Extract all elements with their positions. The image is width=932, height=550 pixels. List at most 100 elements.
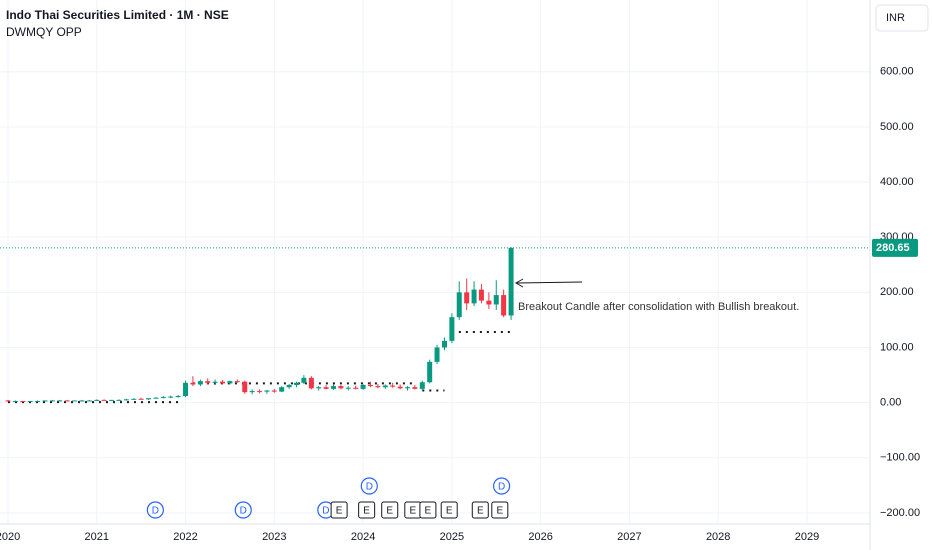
x-tick-label: 2024 [351,531,375,543]
candle-body [35,400,41,402]
dividend-marker [360,477,378,495]
candle-body [375,386,381,388]
currency-box[interactable] [875,4,929,32]
earnings-marker [471,501,489,519]
candle-body [42,400,48,402]
candle-body [427,361,433,383]
candle-body [146,398,152,400]
candle-body [286,385,292,388]
candle-body [49,400,55,402]
candle-body [220,381,226,384]
candle-body [456,292,462,318]
candle-body [131,398,137,400]
earnings-marker [381,501,399,519]
candle-body [345,387,351,389]
y-tick-label: −100.00 [880,452,920,464]
event-label: E [496,506,503,517]
candle-body [264,390,270,392]
candle-body [434,347,440,362]
candle-body [301,377,307,383]
candle-body [27,400,33,402]
candle-body [308,377,314,389]
candle-body [101,399,107,401]
candle-body [94,399,100,401]
last-price-box [872,238,918,257]
candle-body [412,387,418,389]
candle-body [109,399,115,401]
candle-body [12,400,18,402]
candle-body [493,295,499,305]
candle-body [86,400,92,402]
candle-body [271,390,277,392]
candle-body [160,397,166,399]
event-label: E [446,506,453,517]
event-label: E [386,506,393,517]
y-tick-label: 100.00 [880,341,914,353]
candle-body [227,381,233,384]
event-label: D [240,506,247,517]
y-tick-label: 200.00 [880,286,914,298]
x-tick-label: 2022 [173,531,197,543]
x-tick-label: 2027 [617,531,641,543]
candle-body [486,300,492,305]
candle-body [168,396,174,398]
event-label: E [363,506,370,517]
earnings-marker [491,501,509,519]
earnings-marker [330,501,348,519]
candle-body [323,387,329,389]
candle-body [175,396,181,398]
candle-body [404,387,410,389]
candle-body [5,400,11,402]
event-label: D [366,482,373,493]
candle-body [249,391,255,393]
event-label: D [322,506,329,517]
dividend-marker [492,477,511,495]
candle-body [316,387,322,389]
event-label: E [477,506,484,517]
candle-body [20,400,26,402]
y-tick-label: 0.00 [880,397,901,409]
x-tick-label: 2023 [262,531,286,543]
candle-body [367,385,373,387]
candle-body [294,382,300,386]
currency: INR [886,12,905,24]
candle-body [353,387,359,389]
dividend-marker [234,501,252,519]
candle-body [123,399,129,401]
candle-body [508,247,514,316]
candle-body [338,386,344,389]
candle-body [205,381,211,383]
x-tick-label: 2028 [706,531,730,543]
y-tick-label: −200.00 [880,507,920,519]
candle-body [79,400,85,402]
earnings-marker [419,501,437,519]
dividend-marker [146,501,164,519]
annotation-arrow [516,281,583,284]
candle-body [64,400,70,402]
event-label: E [409,506,416,517]
earnings-marker [440,501,458,519]
event-label: D [152,506,159,517]
candle-body [57,400,63,402]
earnings-marker [358,501,376,519]
x-tick-label: 2021 [85,531,109,543]
candle-body [197,381,203,385]
y-tick-label: 500.00 [880,121,914,133]
candle-body [478,289,484,301]
candle-body [501,295,507,316]
candle-body [464,292,470,304]
y-tick-label: 600.00 [880,66,914,78]
x-tick-label: 2026 [528,531,552,543]
arrow-head [514,278,524,288]
candle-body [242,381,248,393]
x-tick-label: 2025 [440,531,464,543]
candle-body [360,385,366,389]
indicator-name: DWMQY OPP [6,25,82,39]
candle-body [449,317,455,341]
candle-body [419,382,425,389]
candle-body [190,382,196,385]
candle-body [441,340,447,348]
annotation: Breakout Candle after consolidation with… [518,301,799,313]
